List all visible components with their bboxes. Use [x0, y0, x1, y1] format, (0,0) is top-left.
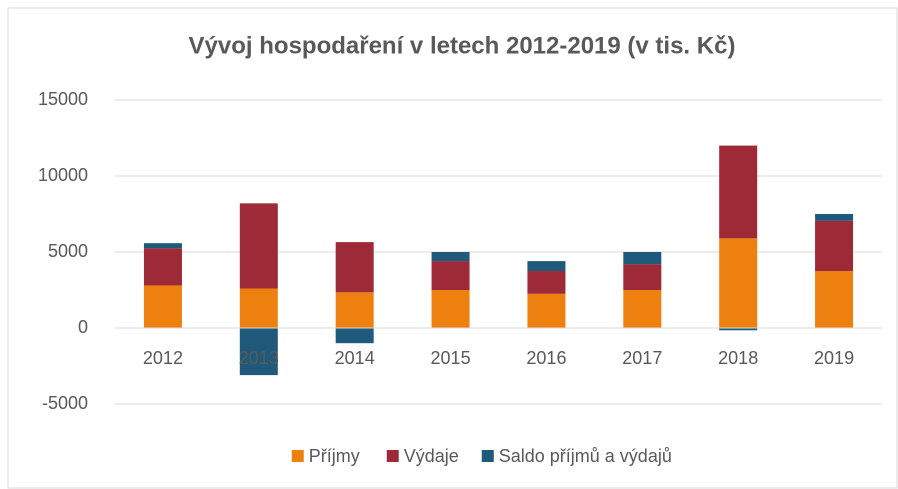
- bar-segment: [815, 214, 854, 221]
- bar-segment: [719, 145, 758, 239]
- x-tick-label: 2013: [239, 348, 279, 368]
- chart-frame: [7, 7, 898, 489]
- bar-segment: [143, 285, 182, 328]
- y-tick-label: -5000: [42, 393, 88, 413]
- bar-segment: [527, 261, 566, 271]
- bar-segment: [431, 290, 470, 328]
- x-tick-label: 2019: [814, 348, 854, 368]
- y-tick-label: 0: [78, 317, 88, 337]
- y-tick-label: 15000: [38, 89, 88, 109]
- x-tick-label: 2012: [143, 348, 183, 368]
- y-tick-label: 10000: [38, 165, 88, 185]
- bar-segment: [143, 248, 182, 286]
- bar-segment: [815, 220, 854, 271]
- legend-swatch: [386, 450, 399, 462]
- y-tick-label: 5000: [48, 241, 88, 261]
- legend-swatch: [481, 450, 494, 462]
- bar-segment: [623, 264, 662, 290]
- bar-segment: [527, 293, 566, 328]
- bar-segment: [335, 292, 374, 328]
- bar-segment: [623, 252, 662, 265]
- bar-segment: [239, 328, 278, 376]
- legend-label: Výdaje: [404, 446, 459, 466]
- bar-segment: [239, 288, 278, 328]
- x-tick-label: 2015: [431, 348, 471, 368]
- bar-segment: [719, 238, 758, 328]
- x-tick-label: 2016: [526, 348, 566, 368]
- x-tick-label: 2014: [335, 348, 375, 368]
- chart-title: Vývoj hospodaření v letech 2012-2019 (v …: [189, 32, 736, 59]
- bar-segment: [431, 252, 470, 262]
- bar-segment: [527, 271, 566, 294]
- bar-segment: [623, 290, 662, 328]
- bar-segment: [815, 271, 854, 328]
- legend-swatch: [291, 450, 304, 462]
- x-tick-label: 2018: [718, 348, 758, 368]
- bar-segment: [335, 328, 374, 344]
- bar-segment: [719, 328, 758, 331]
- x-tick-label: 2017: [622, 348, 662, 368]
- legend-label: Příjmy: [309, 446, 360, 466]
- bar-segment: [335, 242, 374, 293]
- bar-segment: [239, 203, 278, 289]
- bar-segment: [431, 261, 470, 290]
- bar-segment: [143, 243, 182, 249]
- legend-label: Saldo příjmů a výdajů: [499, 446, 672, 466]
